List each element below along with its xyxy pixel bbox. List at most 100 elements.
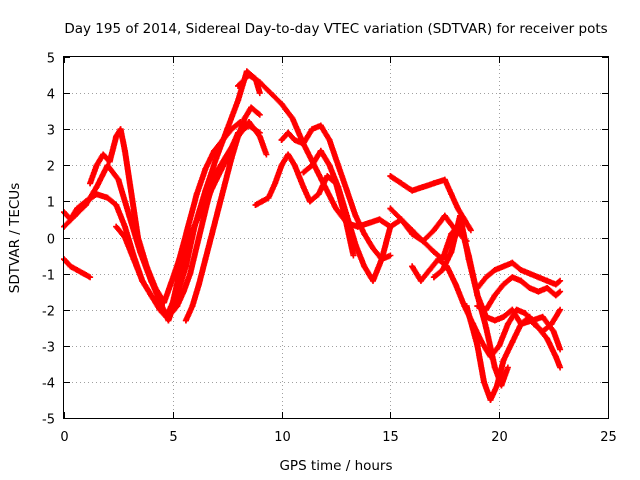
data-point — [135, 234, 141, 241]
data-point — [350, 252, 357, 259]
data-point — [509, 306, 516, 313]
data-point — [420, 184, 426, 190]
data-point — [174, 303, 181, 310]
data-point — [82, 198, 89, 205]
data-point — [128, 191, 135, 198]
data-point — [398, 216, 405, 223]
y-tick-label: 1 — [47, 196, 55, 211]
data-point — [500, 281, 507, 288]
data-point — [352, 241, 359, 248]
data-point — [219, 137, 226, 143]
data-point — [256, 79, 263, 86]
data-point — [457, 212, 463, 219]
x-tick-label: 0 — [60, 430, 68, 445]
data-point — [315, 191, 322, 198]
y-tick-label: -4 — [42, 377, 55, 392]
data-point — [448, 191, 455, 198]
data-point — [278, 162, 285, 169]
data-point — [100, 151, 107, 158]
data-point — [557, 306, 564, 313]
data-point — [228, 155, 235, 162]
series-track-16 — [474, 259, 564, 291]
chart-title: Day 195 of 2014, Sidereal Day-to-day VTE… — [64, 21, 607, 37]
data-point — [376, 216, 383, 223]
data-point — [387, 205, 394, 212]
data-point — [152, 285, 159, 291]
data-point — [306, 198, 313, 205]
data-point — [544, 335, 551, 342]
data-point — [557, 277, 564, 284]
data-point — [259, 198, 265, 205]
data-point — [430, 227, 437, 234]
data-point — [420, 238, 426, 245]
data-point — [326, 162, 333, 169]
y-tick-label: -5 — [42, 413, 55, 428]
ticks-layer: 0 5 10 15 20 25 -5 -4 -3 -2 -1 0 1 2 3 4 5 — [42, 52, 617, 446]
data-point — [474, 285, 481, 291]
data-point — [209, 230, 215, 237]
series-track-3 — [61, 256, 94, 281]
data-point — [139, 277, 146, 284]
series-track-9 — [278, 122, 394, 263]
data-point — [243, 68, 250, 75]
y-tick-label: 4 — [47, 88, 55, 103]
data-point — [441, 176, 448, 183]
data-point — [552, 281, 559, 288]
data-point — [491, 364, 498, 371]
data-point — [481, 378, 487, 385]
data-point — [215, 205, 222, 212]
data-point — [448, 248, 455, 255]
data-point — [550, 328, 557, 335]
series-track-6 — [182, 104, 263, 324]
data-point — [185, 223, 191, 230]
data-point — [317, 122, 324, 129]
data-point — [235, 82, 242, 89]
data-point — [87, 180, 94, 187]
y-tick-label: -1 — [42, 269, 55, 284]
data-point — [272, 180, 279, 187]
data-point — [278, 137, 285, 143]
data-point — [409, 227, 416, 234]
data-point — [439, 267, 446, 273]
data-point — [526, 270, 533, 277]
data-point — [113, 223, 120, 230]
data-point — [500, 357, 507, 364]
data-point — [526, 313, 533, 320]
data-point — [557, 288, 564, 295]
y-tick-label: -3 — [42, 341, 55, 356]
data-point — [93, 191, 100, 198]
data-point — [370, 277, 376, 284]
x-axis-label: GPS time / hours — [279, 458, 392, 474]
series-track-4 — [87, 119, 244, 306]
data-point — [235, 97, 242, 104]
data-point — [430, 180, 437, 187]
data-point — [474, 303, 481, 310]
data-point — [202, 165, 209, 172]
data-point — [491, 317, 498, 324]
series-track-15 — [463, 303, 564, 403]
data-point — [167, 281, 174, 288]
data-point — [539, 313, 546, 320]
grid-layer — [64, 57, 608, 418]
data-point — [509, 259, 516, 266]
data-point — [509, 339, 516, 346]
data-point — [454, 205, 461, 212]
data-point — [552, 292, 559, 299]
data-point — [496, 342, 503, 349]
y-tick-label: 0 — [47, 233, 55, 248]
data-point — [430, 274, 437, 281]
data-point — [487, 396, 494, 403]
data-point — [228, 126, 235, 133]
data-point — [409, 187, 416, 194]
data-point — [148, 292, 154, 299]
series-track-2 — [61, 119, 270, 320]
data-point — [104, 194, 111, 201]
data-point — [535, 288, 542, 295]
data-point — [169, 299, 176, 306]
data-point — [195, 212, 202, 219]
data-point — [509, 274, 516, 281]
series-track-8 — [252, 151, 357, 259]
data-point — [156, 306, 163, 313]
x-tick-label: 20 — [491, 430, 508, 445]
data-point — [278, 100, 285, 107]
